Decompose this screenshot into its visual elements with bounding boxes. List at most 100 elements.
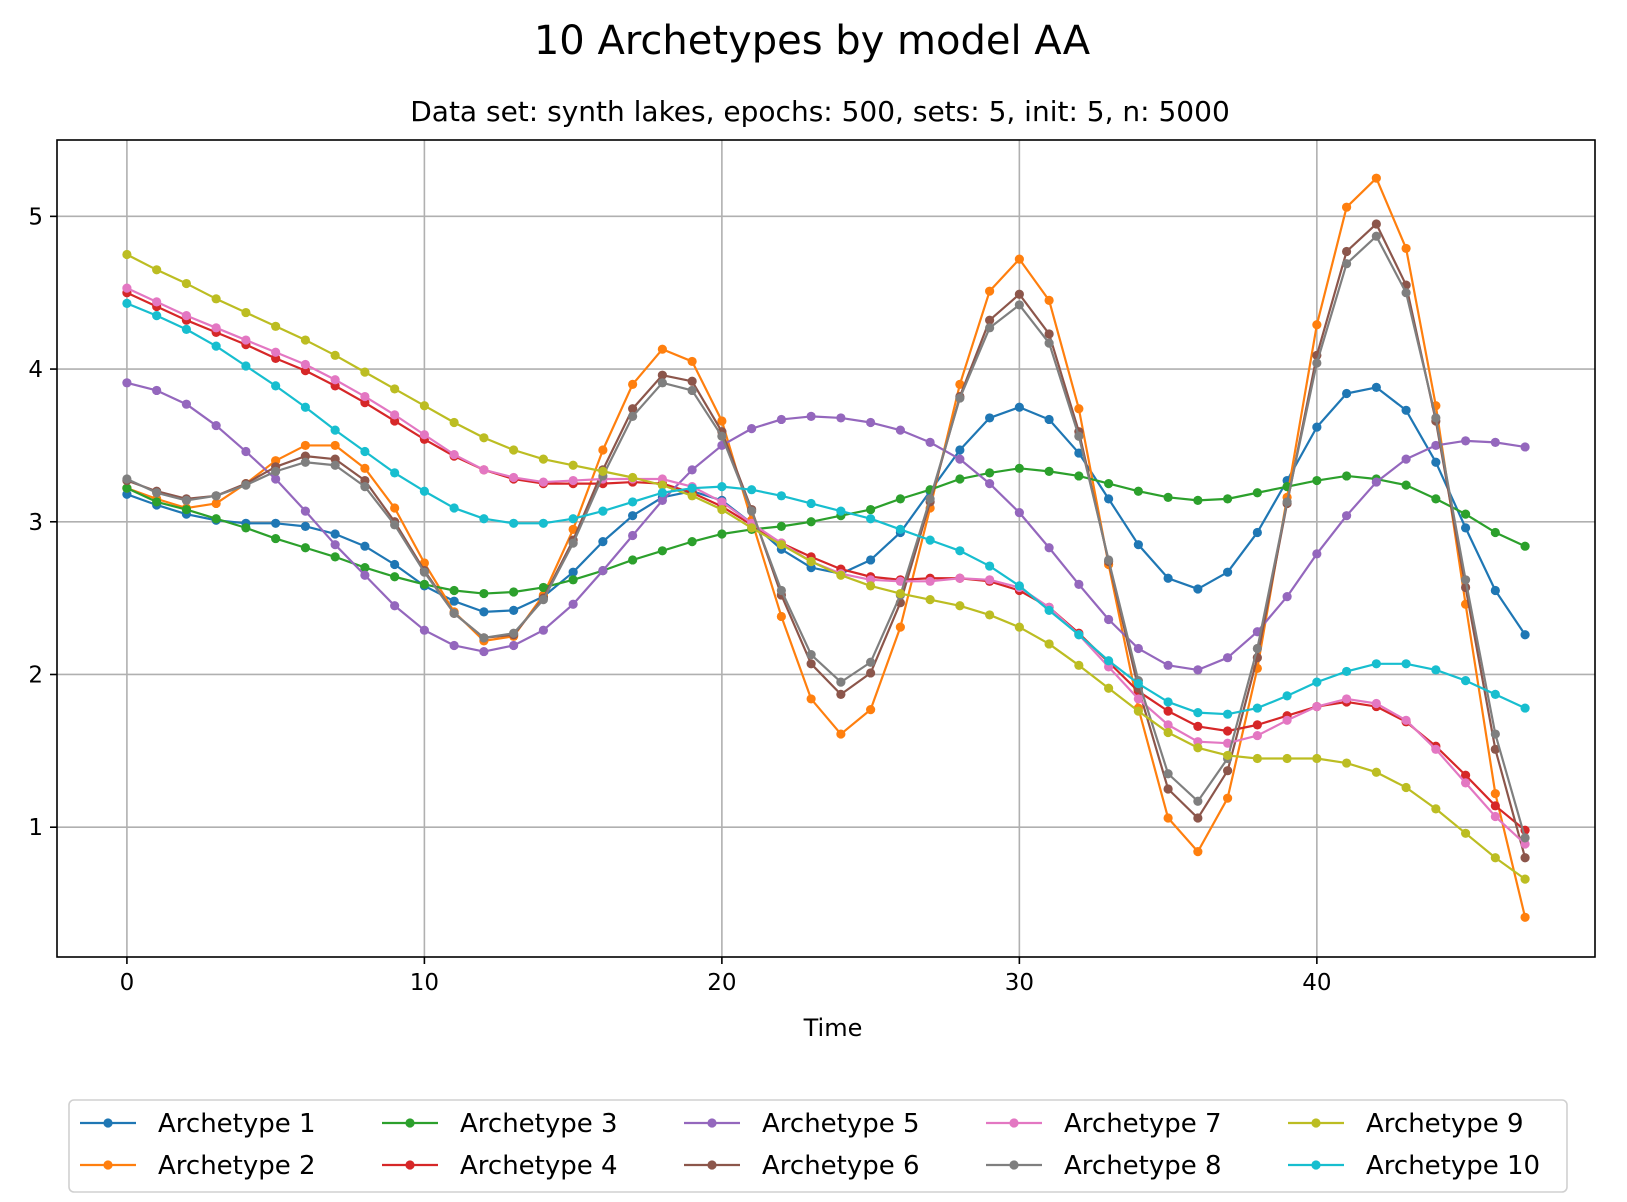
legend-label: Archetype 7	[1064, 1109, 1222, 1139]
data-point	[866, 417, 876, 428]
data-point	[1282, 691, 1292, 701]
data-point	[1133, 679, 1143, 689]
data-point	[628, 511, 638, 521]
data-point	[1193, 495, 1203, 505]
data-point	[449, 417, 459, 428]
data-point	[1163, 697, 1173, 707]
data-point	[1371, 698, 1381, 709]
data-point	[330, 529, 340, 539]
data-point	[1223, 567, 1233, 577]
legend-swatch-marker	[103, 1160, 113, 1170]
data-point	[390, 559, 400, 570]
data-point	[1520, 630, 1530, 640]
data-point	[925, 494, 935, 504]
data-point	[1460, 778, 1471, 788]
data-point	[1490, 789, 1500, 799]
data-point	[1193, 813, 1203, 823]
data-point	[1193, 847, 1203, 857]
data-point	[1044, 639, 1054, 649]
data-point	[360, 482, 370, 492]
data-point	[1252, 753, 1262, 764]
data-point	[360, 391, 370, 402]
data-point	[1014, 254, 1024, 264]
data-point	[1520, 833, 1530, 843]
data-point	[122, 474, 132, 484]
data-point	[687, 376, 697, 386]
data-point	[955, 474, 965, 484]
legend-label: Archetype 3	[460, 1109, 618, 1139]
data-point	[1312, 422, 1322, 432]
data-point	[1431, 494, 1441, 504]
data-point	[806, 411, 816, 422]
data-point	[657, 546, 667, 556]
data-point	[479, 646, 489, 657]
data-point	[1163, 573, 1173, 583]
data-point	[1014, 300, 1024, 310]
data-point	[866, 514, 876, 524]
data-point	[717, 497, 727, 507]
data-point	[776, 414, 786, 425]
data-point	[241, 307, 251, 318]
data-point	[747, 424, 757, 434]
data-point	[836, 413, 846, 423]
data-point	[479, 465, 489, 475]
data-point	[1490, 689, 1500, 699]
data-point	[1133, 486, 1143, 496]
data-point	[271, 381, 281, 391]
data-point	[628, 411, 638, 422]
y-tick-label: 2	[28, 662, 43, 688]
data-point	[717, 482, 727, 492]
data-point	[300, 440, 310, 451]
data-point	[747, 523, 757, 533]
data-point	[925, 595, 935, 605]
data-point	[985, 610, 995, 620]
data-point	[866, 705, 876, 715]
data-point	[955, 379, 965, 389]
data-point	[181, 495, 192, 505]
data-point	[925, 576, 935, 586]
data-point	[241, 480, 251, 490]
data-point	[1431, 665, 1441, 675]
data-point	[1312, 701, 1322, 712]
legend-label: Archetype 1	[158, 1109, 316, 1139]
data-point	[1520, 541, 1530, 551]
data-point	[1193, 665, 1203, 675]
data-point	[598, 445, 608, 455]
data-point	[152, 265, 162, 275]
data-point	[1014, 508, 1024, 518]
legend-label: Archetype 6	[762, 1151, 920, 1181]
data-point	[1252, 730, 1262, 741]
data-point	[1401, 480, 1411, 490]
legend-entries: Archetype 1 Archetype 2 Archetype 3 Archety…	[80, 1109, 1540, 1181]
data-point	[538, 625, 548, 635]
data-point	[955, 601, 965, 611]
data-point	[568, 475, 578, 486]
legend-label: Archetype 2	[158, 1151, 316, 1181]
data-point	[330, 552, 340, 562]
data-point	[1074, 431, 1084, 441]
data-point	[895, 524, 905, 535]
legend-swatch-marker	[1311, 1160, 1321, 1170]
data-point	[598, 566, 608, 576]
data-point	[568, 575, 578, 585]
data-point	[1014, 622, 1024, 632]
data-point	[1104, 555, 1114, 565]
data-point	[1490, 801, 1500, 811]
data-point	[122, 298, 132, 308]
series-archetype-9	[122, 249, 1530, 884]
data-point	[1133, 694, 1143, 704]
y-tick-label: 1	[28, 815, 43, 841]
data-point	[895, 576, 905, 586]
data-point	[1074, 448, 1084, 458]
data-point	[806, 659, 816, 669]
legend-swatch-marker	[405, 1118, 415, 1128]
data-point	[598, 537, 608, 547]
data-point	[241, 335, 251, 345]
data-point	[985, 468, 995, 478]
data-point	[1252, 720, 1262, 730]
legend: Archetype 1 Archetype 2 Archetype 3 Archety…	[68, 1099, 1568, 1193]
data-point	[628, 379, 638, 389]
data-point	[806, 556, 816, 567]
plot-area-frame	[56, 139, 1596, 958]
data-point	[836, 677, 846, 687]
